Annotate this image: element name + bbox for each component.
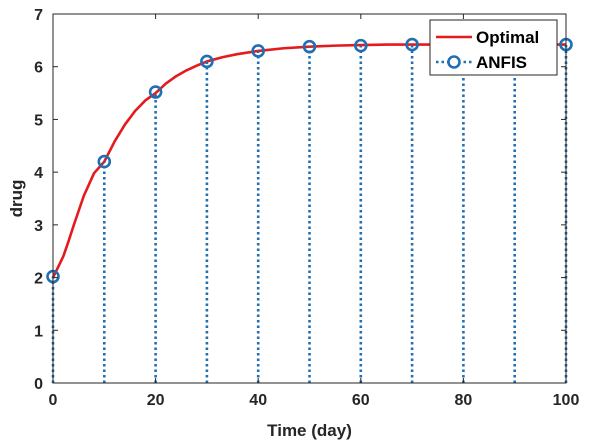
y-tick-label: 3 [34, 218, 43, 235]
plot-area [46, 37, 573, 383]
x-axis-label: Time (day) [267, 421, 352, 440]
y-tick-label: 7 [34, 7, 43, 24]
x-tick-label: 60 [352, 392, 370, 409]
legend: Optimal ANFIS [429, 19, 558, 76]
y-tick-label: 5 [34, 112, 43, 129]
x-tick-label: 100 [553, 392, 580, 409]
y-tick-label: 2 [34, 271, 43, 288]
legend-label-anfis: ANFIS [476, 53, 527, 72]
anfis-point-10 [97, 154, 112, 169]
x-tick-label: 0 [49, 392, 58, 409]
anfis-point-70 [405, 37, 419, 52]
y-axis-label: drug [7, 180, 26, 218]
x-tick-label: 40 [249, 392, 267, 409]
y-tick-label: 1 [34, 323, 43, 340]
series-line-optimal [51, 43, 566, 279]
anfis-point-30 [200, 54, 214, 69]
axes: 0 20 40 60 80 100 0 1 2 3 4 5 6 7 [34, 7, 579, 409]
y-tick-label: 4 [34, 165, 43, 182]
anfis-point-60 [353, 38, 368, 53]
y-tick-label: 6 [34, 60, 43, 77]
anfis-point-40 [251, 44, 266, 58]
x-tick-label: 20 [147, 392, 165, 409]
legend-label-optimal: Optimal [476, 28, 539, 47]
anfis-point-20 [148, 85, 163, 99]
x-tick-label: 80 [455, 392, 473, 409]
anfis-point-50 [302, 39, 317, 54]
axes-box [52, 13, 567, 384]
legend-marker-anfis [447, 55, 461, 69]
y-tick-label: 0 [34, 376, 43, 393]
